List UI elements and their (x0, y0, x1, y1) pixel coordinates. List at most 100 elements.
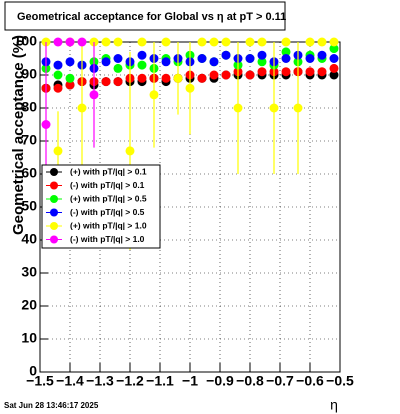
legend-marker (50, 235, 58, 244)
data-point (137, 50, 147, 60)
data-point (281, 37, 291, 47)
x-tick-label: −0.9 (206, 373, 234, 389)
title-box (4, 1, 286, 31)
legend-label: (+) with pT/|q| > 0.5 (70, 193, 147, 203)
legend-marker (50, 208, 58, 217)
x-tick-label: −1.3 (86, 373, 114, 389)
y-tick-label: 70 (21, 132, 37, 148)
data-point (149, 90, 159, 100)
legend-label: (+) with pT/|q| > 1.0 (70, 220, 147, 230)
data-point (281, 47, 291, 57)
x-tick-label: −1.5 (26, 373, 54, 389)
data-point (233, 103, 243, 113)
data-point (269, 103, 279, 113)
data-point (113, 37, 123, 47)
data-point (245, 70, 255, 80)
data-point (281, 67, 291, 77)
x-tick-label: −1.1 (146, 373, 174, 389)
data-point (65, 73, 75, 83)
data-point (329, 63, 339, 73)
data-point (281, 54, 291, 63)
data-point (89, 90, 99, 100)
data-point (101, 77, 111, 87)
y-tick-label: 60 (21, 165, 37, 181)
y-axis-label: Geometrical acceptance (%) (10, 35, 27, 235)
y-tick-label: 90 (21, 66, 37, 82)
data-point (257, 37, 267, 47)
data-point (185, 83, 195, 93)
data-point (65, 57, 75, 67)
y-tick-label: 30 (21, 264, 37, 280)
data-point (53, 70, 63, 80)
data-point (173, 73, 183, 83)
data-point (245, 37, 255, 47)
data-point (125, 146, 135, 156)
data-point (101, 57, 111, 67)
x-tick-label: −1 (182, 373, 198, 389)
data-point (137, 73, 147, 83)
y-tick-label: 50 (21, 198, 37, 214)
data-point (209, 57, 219, 67)
data-point (329, 44, 339, 54)
data-point (197, 54, 207, 63)
data-point (305, 37, 315, 47)
data-point (329, 54, 339, 63)
legend-marker (50, 222, 58, 230)
data-point (221, 37, 231, 47)
y-tick-label: 80 (21, 99, 37, 115)
legend-label: (-) with pT/|q| > 0.1 (70, 180, 145, 190)
x-tick-label: −1.4 (56, 373, 84, 389)
data-point (53, 146, 63, 156)
x-tick-label: −0.8 (236, 373, 264, 389)
data-point (65, 80, 75, 90)
data-point (209, 70, 219, 80)
y-tick-label: 100 (14, 33, 38, 49)
data-point (221, 50, 231, 60)
legend-label: (+) with pT/|q| > 0.1 (70, 166, 147, 176)
chart-title: Geometrical acceptance for Global vs η a… (17, 11, 286, 23)
data-point (161, 73, 171, 83)
data-point (161, 57, 171, 67)
data-point (305, 54, 315, 63)
data-point (317, 50, 327, 60)
data-point (137, 37, 147, 47)
legend-marker (50, 168, 58, 176)
data-point (113, 54, 123, 63)
data-point (221, 70, 231, 80)
data-point (293, 103, 303, 113)
x-tick-label: −0.6 (296, 373, 324, 389)
data-point (257, 57, 267, 67)
data-point (245, 54, 255, 63)
data-point (329, 70, 339, 80)
data-point (113, 63, 123, 73)
x-tick-label: −0.5 (326, 373, 354, 389)
data-point (113, 77, 123, 87)
data-point (77, 37, 87, 47)
data-point (53, 83, 63, 93)
data-point (197, 73, 207, 83)
data-point (317, 37, 327, 47)
data-point (77, 103, 87, 113)
data-point (197, 37, 207, 47)
data-point (137, 60, 147, 70)
data-point (305, 67, 315, 77)
legend-label: (-) with pT/|q| > 1.0 (70, 234, 145, 244)
data-point (329, 37, 339, 47)
y-tick-label: 10 (21, 330, 37, 346)
footer: Sat Jun 28 13:46:17 2025 (4, 401, 99, 410)
data-point (257, 67, 267, 77)
legend-marker (50, 181, 58, 190)
data-point (209, 37, 219, 47)
data-point (41, 120, 51, 129)
data-point (53, 60, 63, 70)
data-point (65, 37, 75, 47)
data-point (257, 50, 267, 60)
data-point (101, 37, 111, 47)
y-tick-label: 40 (21, 231, 37, 247)
x-tick-label: −0.7 (266, 373, 294, 389)
x-axis-label: η (330, 397, 338, 413)
data-point (317, 67, 327, 77)
legend-marker (50, 195, 58, 203)
data-point (53, 37, 63, 47)
